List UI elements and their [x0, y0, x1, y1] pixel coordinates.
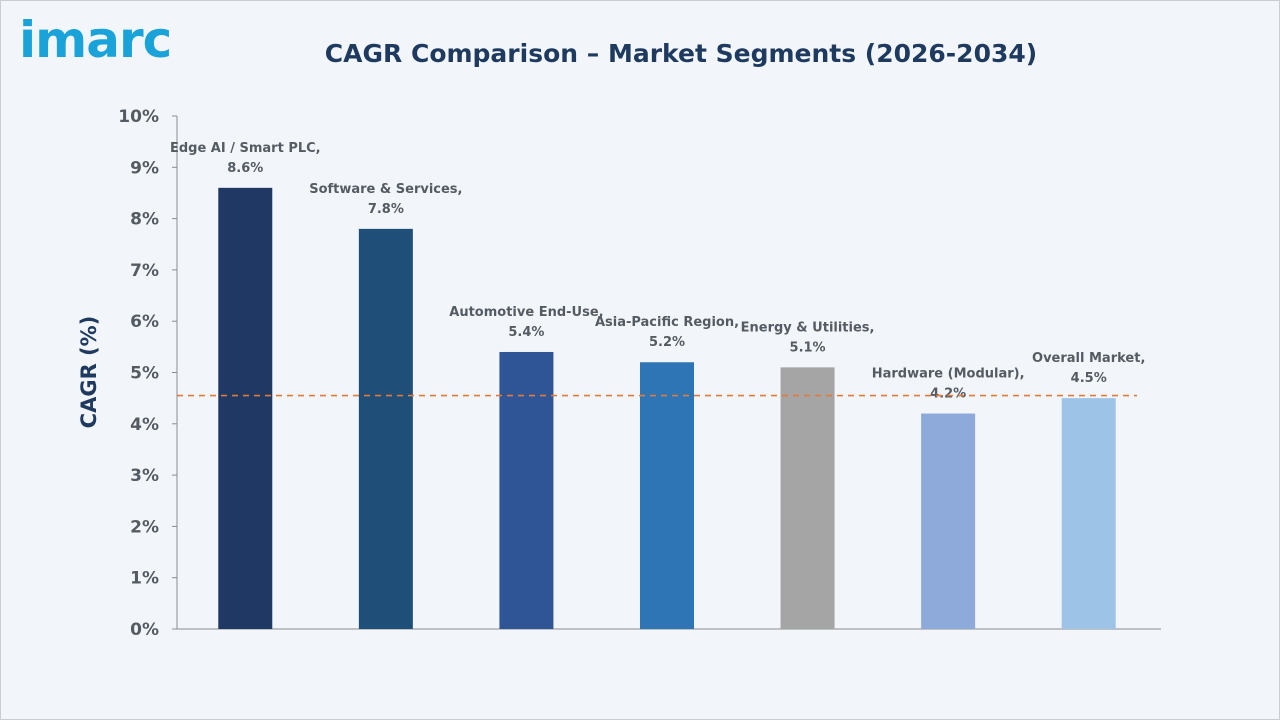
- y-tick-label: 8%: [130, 210, 159, 230]
- bar: [640, 362, 694, 629]
- y-tick-label: 0%: [130, 620, 159, 640]
- data-label-value: 4.5%: [1071, 371, 1107, 386]
- y-tick-label: 10%: [118, 107, 159, 127]
- bar: [218, 187, 273, 629]
- bar: [1061, 398, 1116, 629]
- y-tick-label: 1%: [130, 569, 159, 589]
- data-label-value: 7.8%: [368, 202, 404, 217]
- data-label-category: Energy & Utilities,: [741, 320, 875, 335]
- data-label-value: 4.2%: [930, 387, 966, 402]
- y-tick-label: 5%: [130, 364, 159, 384]
- bar: [499, 351, 554, 629]
- data-label-value: 5.2%: [649, 335, 685, 350]
- data-label-category: Hardware (Modular),: [872, 367, 1025, 382]
- y-tick-label: 4%: [130, 415, 159, 435]
- bar: [780, 367, 835, 629]
- data-label-category: Edge AI / Smart PLC,: [170, 141, 321, 156]
- imarc-logo: imarc: [19, 11, 172, 69]
- y-tick-label: 2%: [130, 517, 159, 537]
- y-tick-label: 9%: [130, 158, 159, 178]
- data-label-value: 5.4%: [508, 325, 544, 340]
- data-label-category: Overall Market,: [1032, 351, 1145, 366]
- data-label-category: Automotive End-Use,: [449, 305, 603, 320]
- bar: [358, 228, 413, 630]
- data-label-value: 5.1%: [790, 340, 826, 355]
- bar: [921, 413, 976, 629]
- y-tick-label: 7%: [130, 261, 159, 281]
- data-label-value: 8.6%: [227, 161, 263, 176]
- chart-title: CAGR Comparison – Market Segments (2026-…: [324, 39, 1038, 68]
- y-tick-label: 3%: [130, 466, 159, 486]
- data-label-category: Software & Services,: [309, 182, 462, 197]
- y-tick-label: 6%: [130, 312, 159, 332]
- data-label-category: Asia-Pacific Region,: [595, 315, 739, 330]
